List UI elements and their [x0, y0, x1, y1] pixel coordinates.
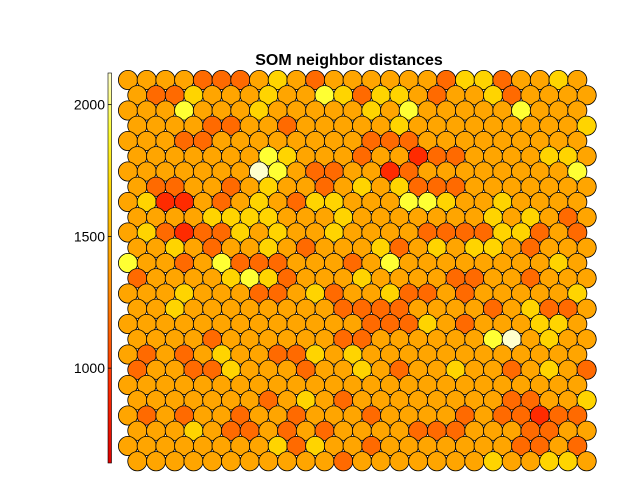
neuron-cell-r9-c24: [576, 207, 597, 228]
neuron-cell-r5-c24: [576, 146, 597, 167]
chart-title: SOM neighbor distances: [255, 52, 443, 69]
neuron-cell-r4-c24: [567, 130, 588, 151]
neuron-cell-r19-c24: [576, 359, 597, 380]
colorbar-tick-label: 2000: [74, 97, 105, 113]
neuron-cell-r25-c16: [426, 451, 447, 472]
neuron-cell-r25-c14: [389, 451, 410, 472]
neuron-cell-r17-c24: [576, 329, 597, 350]
neuron-cell-r25-c5: [220, 451, 241, 472]
neuron-cell-r25-c10: [314, 451, 335, 472]
neuron-cell-r25-c12: [351, 451, 372, 472]
neuron-cell-r25-c19: [483, 451, 504, 472]
neuron-cell-r11-c24: [576, 237, 597, 258]
neuron-cell-r25-c21: [520, 451, 541, 472]
neuron-cell-r8-c24: [567, 191, 588, 212]
colorbar-ticks: 1000 1500 2000: [74, 97, 112, 376]
neuron-cell-r13-c24: [576, 268, 597, 289]
neuron-cell-r25-c20: [501, 451, 522, 472]
neuron-cell-r16-c24: [567, 313, 588, 334]
neuron-cell-r25-c17: [445, 451, 466, 472]
neuron-cell-r25-c0: [127, 451, 148, 472]
neuron-cell-r24-c24: [567, 435, 588, 456]
neuron-cell-r3-c24: [576, 115, 597, 136]
neuron-cell-r25-c23: [557, 451, 578, 472]
neuron-cell-r25-c4: [202, 451, 223, 472]
neuron-cell-r25-c1: [146, 451, 167, 472]
neuron-cell-r25-c15: [408, 451, 429, 472]
neuron-cell-r12-c24: [567, 252, 588, 273]
neuron-cell-r18-c24: [567, 344, 588, 365]
neuron-cell-r15-c24: [576, 298, 597, 319]
neuron-cell-r25-c22: [539, 451, 560, 472]
neuron-cell-r25-c24: [576, 451, 597, 472]
neuron-cell-r6-c24: [567, 161, 588, 182]
neuron-cell-r25-c7: [258, 451, 279, 472]
colorbar-tick-label: 1500: [74, 228, 105, 244]
neuron-cell-r25-c2: [164, 451, 185, 472]
neuron-cell-r25-c11: [333, 451, 354, 472]
colorbar-tick-label: 1000: [74, 360, 105, 376]
neuron-cell-r10-c24: [567, 222, 588, 243]
neuron-cell-r25-c6: [239, 451, 260, 472]
neuron-cell-r0-c24: [567, 70, 588, 91]
neuron-cell-r2-c24: [567, 100, 588, 121]
neuron-cell-r25-c18: [464, 451, 485, 472]
colorbar: 1000 1500 2000: [74, 72, 112, 464]
neuron-cell-r21-c24: [576, 390, 597, 411]
neuron-cell-r20-c24: [567, 374, 588, 395]
neuron-cell-r23-c24: [576, 420, 597, 441]
neuron-cell-r1-c24: [576, 85, 597, 106]
neuron-cell-r25-c9: [295, 451, 316, 472]
neuron-cell-r25-c3: [183, 451, 204, 472]
neuron-cell-r7-c24: [576, 176, 597, 197]
colorbar-bar: [107, 72, 112, 464]
neuron-cell-r14-c24: [567, 283, 588, 304]
neuron-cell-r25-c8: [277, 451, 298, 472]
neuron-cell-r25-c13: [370, 451, 391, 472]
neuron-cell-r22-c24: [567, 405, 588, 426]
neighbor-distance-grid: [118, 70, 597, 472]
